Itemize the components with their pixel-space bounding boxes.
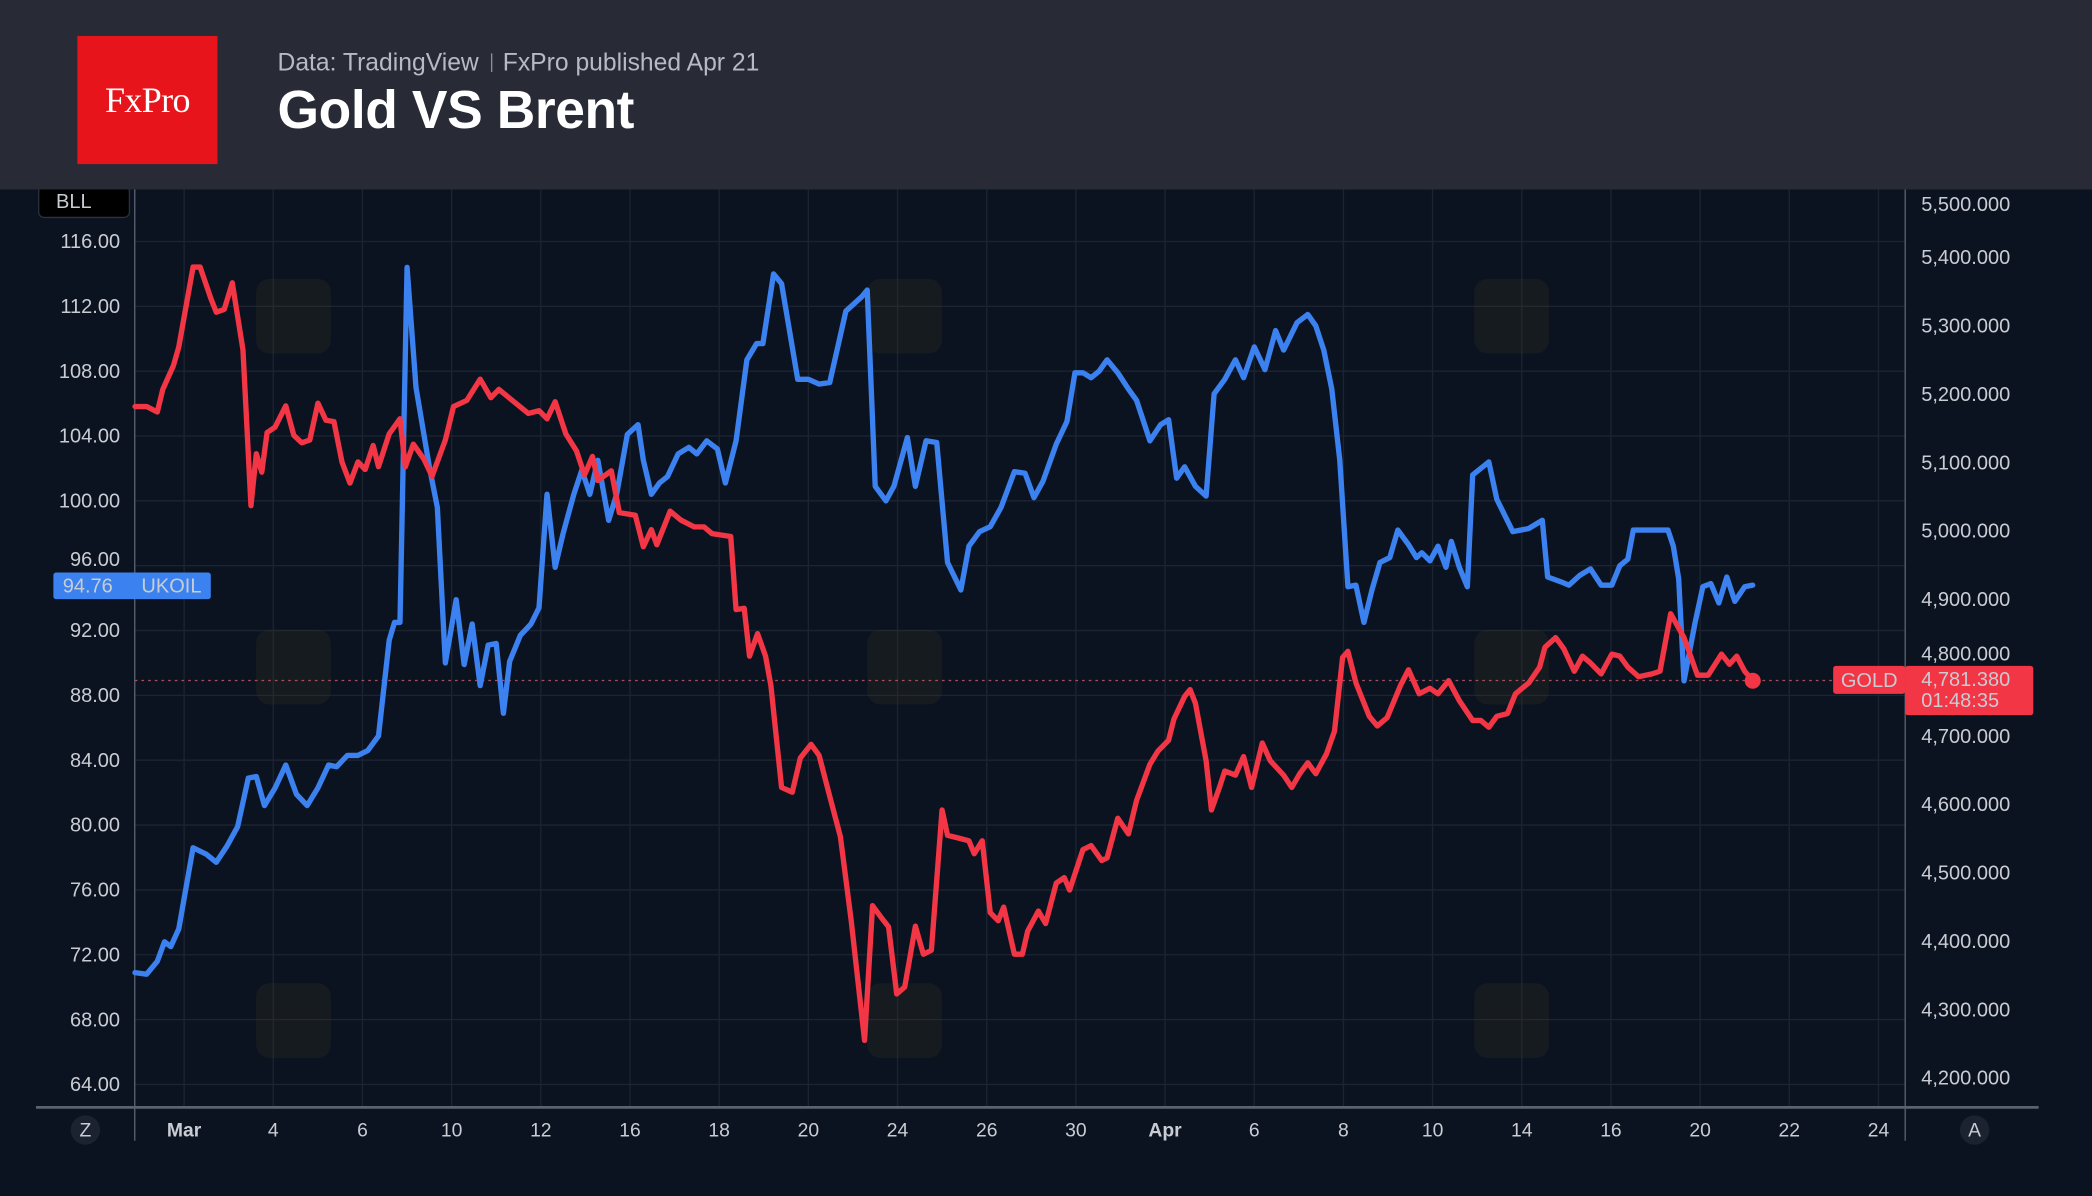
x-tick-label: 24 bbox=[887, 1120, 909, 1142]
left-tick-label: 68.00 bbox=[70, 1009, 120, 1031]
watermark-logo bbox=[1474, 983, 1549, 1059]
x-tick-label: Mar bbox=[167, 1120, 202, 1142]
right-tick-label: 4,200.000 bbox=[1921, 1068, 2010, 1090]
ukoil-price-label bbox=[53, 572, 211, 600]
right-tick-label: 4,400.000 bbox=[1921, 931, 2010, 953]
right-tick-label: 4,300.000 bbox=[1921, 999, 2010, 1021]
tick-labels: 116.00 112.00 108.00 104.00 100.00 96.00 92.00… bbox=[59, 194, 2010, 1142]
x-tick-label: 14 bbox=[1511, 1120, 1533, 1142]
watermark-logo bbox=[256, 629, 331, 705]
left-tick-label: 112.00 bbox=[60, 296, 120, 318]
logo-text: FxPro bbox=[105, 79, 190, 120]
gold-series-name: GOLD bbox=[1841, 670, 1898, 692]
fxpro-logo: FxPro bbox=[77, 36, 218, 165]
gold-last-point bbox=[1744, 672, 1761, 689]
grid bbox=[134, 189, 1906, 1108]
left-tick-label: 100.00 bbox=[59, 491, 120, 513]
x-tick-label: 20 bbox=[1689, 1120, 1711, 1142]
left-tick-label: 96.00 bbox=[70, 549, 120, 571]
x-tick-label: 16 bbox=[1600, 1120, 1622, 1142]
x-tick-label: 16 bbox=[619, 1120, 641, 1142]
watermark-logo bbox=[867, 278, 942, 354]
watermark-logo bbox=[867, 983, 942, 1059]
x-tick-label: 18 bbox=[708, 1120, 729, 1142]
zoom-button-label[interactable]: Z bbox=[79, 1120, 91, 1142]
axes: BLL Z A bbox=[36, 184, 2039, 1145]
right-tick-label: 5,100.000 bbox=[1921, 452, 2010, 474]
right-tick-label: 4,900.000 bbox=[1921, 589, 2010, 611]
ukoil-line bbox=[132, 264, 1756, 977]
watermark-logo bbox=[1474, 629, 1549, 705]
x-tick-label: 6 bbox=[1249, 1120, 1260, 1142]
right-tick-label: 4,700.000 bbox=[1921, 726, 2010, 748]
left-tick-label: 104.00 bbox=[59, 426, 120, 448]
left-tick-label: 108.00 bbox=[59, 361, 120, 383]
right-tick-label: 4,600.000 bbox=[1921, 794, 2010, 816]
header: FxPro Data: TradingView FxPro published A… bbox=[0, 0, 2092, 190]
right-tick-label: 5,300.000 bbox=[1921, 316, 2010, 338]
left-tick-label: 84.00 bbox=[70, 750, 120, 772]
watermark bbox=[256, 278, 1549, 1059]
gold-countdown: 01:48:35 bbox=[1921, 690, 1999, 712]
zoom-button[interactable] bbox=[70, 1115, 101, 1145]
left-axis-badge-label: BLL bbox=[56, 191, 92, 213]
x-tick-label: 12 bbox=[530, 1120, 552, 1142]
separator bbox=[490, 53, 493, 73]
x-tick-label: 26 bbox=[976, 1120, 997, 1142]
x-tick-label: 10 bbox=[441, 1120, 463, 1142]
series-lines bbox=[132, 264, 1906, 1044]
left-tick-label: 76.00 bbox=[70, 880, 120, 902]
gold-last-value: 4,781.380 bbox=[1921, 669, 2010, 691]
left-tick-label: 92.00 bbox=[70, 620, 120, 642]
right-tick-label: 4,800.000 bbox=[1921, 643, 2010, 665]
right-tick-label: 5,200.000 bbox=[1921, 384, 2010, 406]
right-tick-label: 5,000.000 bbox=[1921, 521, 2010, 543]
x-tick-label: 4 bbox=[268, 1120, 279, 1142]
published-date: FxPro published Apr 21 bbox=[502, 48, 760, 77]
x-tick-label: 24 bbox=[1868, 1120, 1890, 1142]
auto-scale-button-label[interactable]: A bbox=[1968, 1120, 1981, 1142]
right-tick-label: 5,500.000 bbox=[1921, 194, 2010, 216]
ukoil-last-value: 94.76 bbox=[63, 575, 113, 597]
watermark-logo bbox=[256, 278, 331, 354]
watermark-logo bbox=[867, 629, 942, 705]
x-tick-label: 30 bbox=[1065, 1120, 1087, 1142]
x-tick-label: 20 bbox=[798, 1120, 819, 1142]
gold-price-label bbox=[1905, 665, 2034, 716]
data-source: Data: TradingView bbox=[277, 48, 479, 77]
x-tick-label: 6 bbox=[357, 1120, 368, 1142]
left-tick-label: 116.00 bbox=[60, 231, 120, 253]
auto-scale-button[interactable] bbox=[1959, 1115, 1990, 1145]
gold-line bbox=[132, 264, 1756, 1044]
x-tick-label: Apr bbox=[1148, 1120, 1182, 1142]
x-tick-label: 22 bbox=[1779, 1120, 1800, 1142]
x-tick-label: 10 bbox=[1422, 1120, 1444, 1142]
right-tick-label: 4,500.000 bbox=[1921, 863, 2010, 885]
left-tick-label: 88.00 bbox=[70, 685, 120, 707]
left-tick-label: 64.00 bbox=[70, 1074, 120, 1096]
ukoil-series-name: UKOIL bbox=[141, 575, 201, 597]
gold-series-tag bbox=[1833, 665, 1906, 694]
left-tick-label: 72.00 bbox=[70, 944, 120, 966]
left-tick-label: 80.00 bbox=[70, 815, 120, 837]
x-tick-label: 8 bbox=[1338, 1120, 1349, 1142]
watermark-logo bbox=[256, 983, 331, 1059]
right-tick-label: 5,400.000 bbox=[1921, 247, 2010, 269]
page-title: Gold VS Brent bbox=[277, 81, 635, 141]
watermark-logo bbox=[1474, 278, 1549, 354]
subtitle: Data: TradingView FxPro published Apr 21 bbox=[278, 48, 760, 77]
